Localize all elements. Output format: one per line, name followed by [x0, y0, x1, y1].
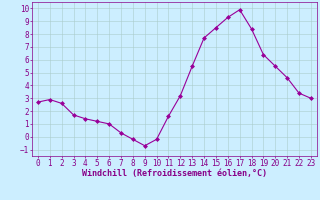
X-axis label: Windchill (Refroidissement éolien,°C): Windchill (Refroidissement éolien,°C)	[82, 169, 267, 178]
